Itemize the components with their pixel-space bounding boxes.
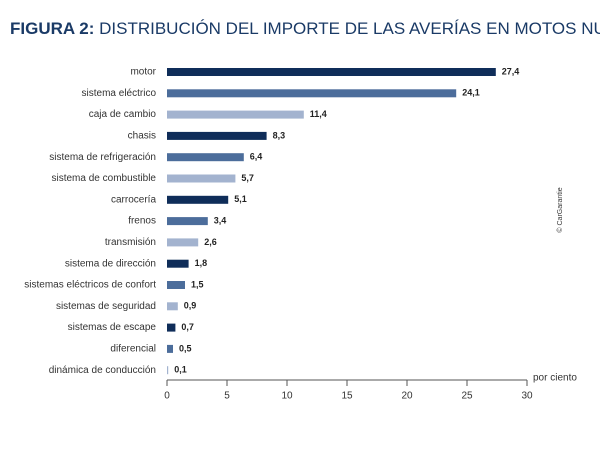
bar: [167, 238, 199, 247]
category-label: sistemas eléctricos de confort: [24, 280, 156, 291]
bar: [167, 344, 173, 353]
title-text: DISTRIBUCIÓN DEL IMPORTE DE LAS AVERÍAS …: [99, 19, 600, 38]
value-label: 5,7: [241, 173, 254, 183]
value-label: 1,5: [191, 279, 204, 289]
category-label: sistemas de seguridad: [56, 301, 156, 312]
bar: [167, 131, 267, 140]
category-label: transmisión: [105, 237, 156, 248]
value-label: 11,4: [310, 109, 327, 119]
x-tick-label: 20: [401, 391, 413, 402]
category-label: sistema de refrigeración: [49, 152, 156, 163]
bar: [167, 68, 496, 76]
value-label: 0,7: [181, 322, 194, 332]
value-label: 6,4: [250, 152, 263, 162]
bar: [167, 217, 208, 226]
value-label: 24,1: [462, 88, 480, 98]
value-label: 1,8: [195, 258, 208, 268]
category-label: sistema de combustible: [52, 173, 157, 184]
bar: [167, 153, 244, 162]
category-label: motor: [130, 67, 156, 78]
bar: [167, 89, 457, 98]
value-label: 8,3: [273, 130, 286, 140]
credit: © CarGarantie: [556, 187, 564, 232]
value-label: 0,5: [179, 343, 192, 353]
bar: [167, 281, 185, 289]
value-label: 2,6: [204, 237, 217, 247]
bar: [167, 323, 176, 332]
category-label: diferencial: [110, 344, 156, 355]
category-label: frenos: [128, 216, 156, 227]
x-tick-label: 5: [224, 391, 230, 402]
category-label: sistemas de escape: [68, 322, 157, 333]
bar: [167, 302, 178, 311]
value-label: 0,9: [184, 301, 197, 311]
value-label: 5,1: [234, 194, 247, 204]
category-label: chasis: [128, 131, 156, 142]
x-unit: por ciento: [533, 373, 577, 384]
x-tick-label: 15: [341, 391, 353, 402]
bar: [167, 366, 169, 375]
x-tick-label: 30: [521, 391, 533, 402]
bar: [167, 174, 236, 183]
category-label: dinámica de conducción: [49, 365, 156, 376]
x-tick-label: 0: [164, 391, 170, 402]
category-label: sistema eléctrico: [82, 88, 157, 99]
title-label: FIGURA 2:: [10, 19, 94, 38]
bar: [167, 195, 229, 204]
category-label: carrocería: [111, 194, 156, 205]
bar: [167, 259, 189, 268]
value-label: 27,4: [502, 66, 520, 76]
x-tick-label: 10: [281, 391, 293, 402]
category-label: caja de cambio: [89, 109, 157, 120]
chart-title: FIGURA 2: DISTRIBUCIÓN DEL IMPORTE DE LA…: [10, 19, 600, 38]
x-tick-label: 25: [461, 391, 473, 402]
value-label: 0,1: [174, 365, 187, 375]
value-label: 3,4: [214, 215, 227, 225]
category-label: sistema de dirección: [65, 258, 156, 269]
bar: [167, 110, 304, 119]
